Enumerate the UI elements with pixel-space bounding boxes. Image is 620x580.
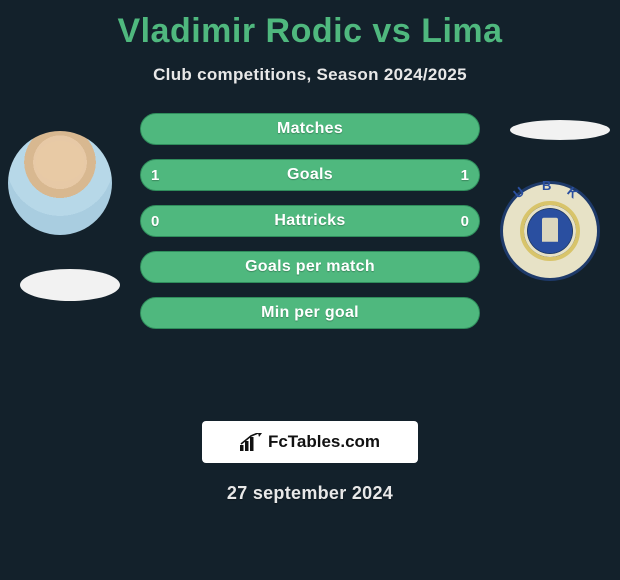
stats-area: UBK Matches 1 Goals 1 0 Hattricks 0 Goal… xyxy=(0,113,620,413)
player-right-avatar-placeholder xyxy=(510,120,610,140)
bar-matches-label: Matches xyxy=(277,120,343,138)
club-right-badge: UBK xyxy=(500,181,600,281)
bar-gpm-label: Goals per match xyxy=(245,258,375,276)
bar-mpg-label: Min per goal xyxy=(261,304,359,322)
bar-min-per-goal: Min per goal xyxy=(140,297,480,329)
player-left-avatar xyxy=(8,131,112,235)
brand-box: FcTables.com xyxy=(202,421,418,463)
page-title: Vladimir Rodic vs Lima xyxy=(0,0,620,51)
brand-chart-icon xyxy=(240,433,262,451)
bar-goals-right-value: 1 xyxy=(461,167,469,184)
bar-hattricks-label: Hattricks xyxy=(274,212,345,230)
bar-hattricks: 0 Hattricks 0 xyxy=(140,205,480,237)
bar-goals-label: Goals xyxy=(287,166,333,184)
date-stamp: 27 september 2024 xyxy=(0,483,620,504)
bar-goals: 1 Goals 1 xyxy=(140,159,480,191)
bar-goals-per-match: Goals per match xyxy=(140,251,480,283)
brand-text: FcTables.com xyxy=(268,432,380,452)
stat-bars: Matches 1 Goals 1 0 Hattricks 0 Goals pe… xyxy=(140,113,480,343)
bar-hattricks-left-value: 0 xyxy=(151,213,159,230)
subtitle: Club competitions, Season 2024/2025 xyxy=(0,65,620,85)
bar-goals-left-value: 1 xyxy=(151,167,159,184)
bar-matches: Matches xyxy=(140,113,480,145)
club-left-logo-placeholder xyxy=(20,269,120,301)
bar-hattricks-right-value: 0 xyxy=(461,213,469,230)
